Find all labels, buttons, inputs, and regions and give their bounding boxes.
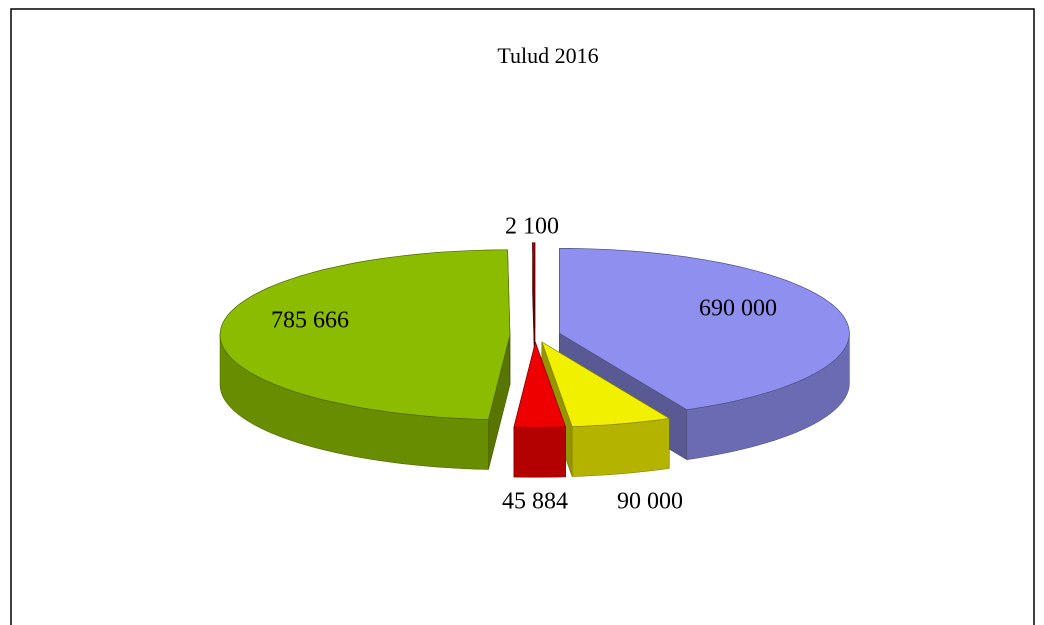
chart-title: Tulud 2016 <box>497 43 598 68</box>
slice <box>532 242 536 328</box>
slice-wall <box>571 418 670 477</box>
slice-wall <box>513 426 566 478</box>
slice <box>559 247 850 411</box>
data-label: 690 000 <box>699 296 777 322</box>
data-label: 90 000 <box>617 489 683 515</box>
data-label: 785 666 <box>271 308 349 334</box>
slice <box>219 249 511 420</box>
data-label: 2 100 <box>505 214 559 240</box>
slice <box>541 341 671 427</box>
chart-frame <box>10 8 1035 625</box>
data-label: 45 884 <box>502 489 568 515</box>
slice <box>513 341 567 428</box>
